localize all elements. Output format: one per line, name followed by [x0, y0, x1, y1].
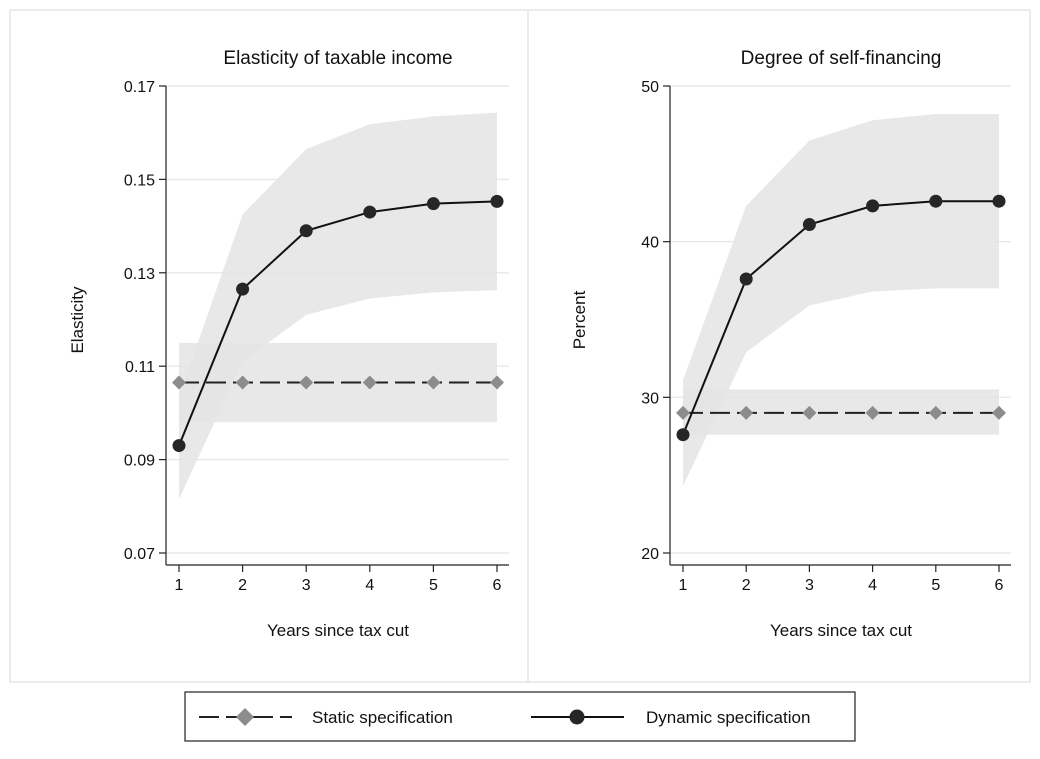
static-marker	[426, 375, 441, 390]
y-tick-label: 0.07	[124, 546, 155, 563]
dynamic-marker	[929, 194, 943, 208]
static-marker	[739, 405, 754, 420]
x-tick-label: 3	[302, 577, 311, 594]
dynamic-ci-band	[683, 114, 999, 487]
y-tick-label: 50	[641, 79, 659, 96]
y-tick-label: 0.13	[124, 266, 155, 283]
dynamic-marker	[299, 224, 313, 238]
static-ci-band	[179, 342, 497, 423]
static-marker	[235, 375, 250, 390]
legend-dynamic-marker	[569, 709, 585, 725]
y-tick-label: 0.11	[125, 359, 155, 376]
dynamic-marker	[363, 205, 377, 219]
y-tick-label: 0.17	[124, 79, 155, 96]
tick-labels: 20 30 40 50 1 2 3 4 5 6	[641, 79, 1003, 594]
y-axis-label: Percent	[570, 290, 589, 349]
static-marker	[362, 375, 377, 390]
static-marker	[802, 405, 817, 420]
x-tick-label: 4	[868, 577, 877, 594]
legend-static-marker	[236, 708, 254, 726]
panel-title: Degree of self-financing	[741, 48, 942, 69]
x-axis-label: Years since tax cut	[267, 621, 409, 640]
static-marker	[865, 405, 880, 420]
y-tick-label: 40	[641, 235, 659, 252]
dynamic-marker	[676, 428, 690, 442]
y-tick-label: 0.15	[124, 172, 155, 189]
axes	[159, 85, 509, 572]
x-tick-label: 6	[995, 577, 1004, 594]
ci-bands	[683, 114, 999, 487]
x-tick-label: 2	[238, 577, 247, 594]
elasticity-panel: Elasticity of taxable income 0.07 0.09 0.1…	[68, 48, 509, 640]
ci-bands	[179, 112, 497, 500]
axes	[663, 85, 1011, 572]
x-tick-label: 5	[429, 577, 438, 594]
static-marker	[172, 375, 186, 390]
legend-label-static: Static specification	[312, 708, 453, 727]
panel-border-right	[527, 9, 1031, 683]
dynamic-marker	[992, 194, 1006, 208]
legend-box	[184, 691, 856, 742]
x-tick-label: 2	[742, 577, 751, 594]
dynamic-marker	[172, 439, 186, 453]
x-tick-label: 4	[365, 577, 374, 594]
dynamic-marker	[426, 197, 440, 211]
dynamic-series-line	[178, 200, 498, 446]
x-tick-label: 6	[493, 577, 502, 594]
static-marker	[676, 405, 690, 420]
y-tick-label: 30	[641, 390, 659, 407]
static-marker	[992, 405, 1006, 420]
x-tick-label: 1	[679, 577, 688, 594]
dynamic-marker	[236, 282, 250, 296]
dynamic-marker	[802, 218, 816, 232]
tick-labels: 0.07 0.09 0.11 0.13 0.15 0.17 1 2 3 4 5 6	[124, 79, 502, 594]
y-axis-label: Elasticity	[68, 286, 87, 354]
static-marker	[299, 375, 314, 390]
series-lines	[676, 194, 1006, 442]
static-ci-band	[683, 389, 999, 435]
panel-title: Elasticity of taxable income	[223, 48, 452, 69]
y-tick-label: 0.09	[124, 453, 155, 470]
legend: Static specification Dynamic specificati…	[184, 691, 856, 742]
x-tick-label: 5	[931, 577, 940, 594]
static-marker	[928, 405, 943, 420]
dynamic-series-line	[682, 200, 999, 436]
x-axis-label: Years since tax cut	[770, 621, 912, 640]
series-lines	[172, 194, 504, 453]
x-tick-label: 1	[175, 577, 184, 594]
dynamic-marker	[739, 272, 753, 286]
x-tick-label: 3	[805, 577, 814, 594]
dynamic-marker	[490, 194, 504, 208]
y-tick-label: 20	[641, 546, 659, 563]
static-marker	[490, 375, 504, 390]
legend-label-dynamic: Dynamic specification	[646, 708, 810, 727]
dynamic-ci-band	[179, 112, 497, 500]
dynamic-marker	[866, 199, 880, 213]
